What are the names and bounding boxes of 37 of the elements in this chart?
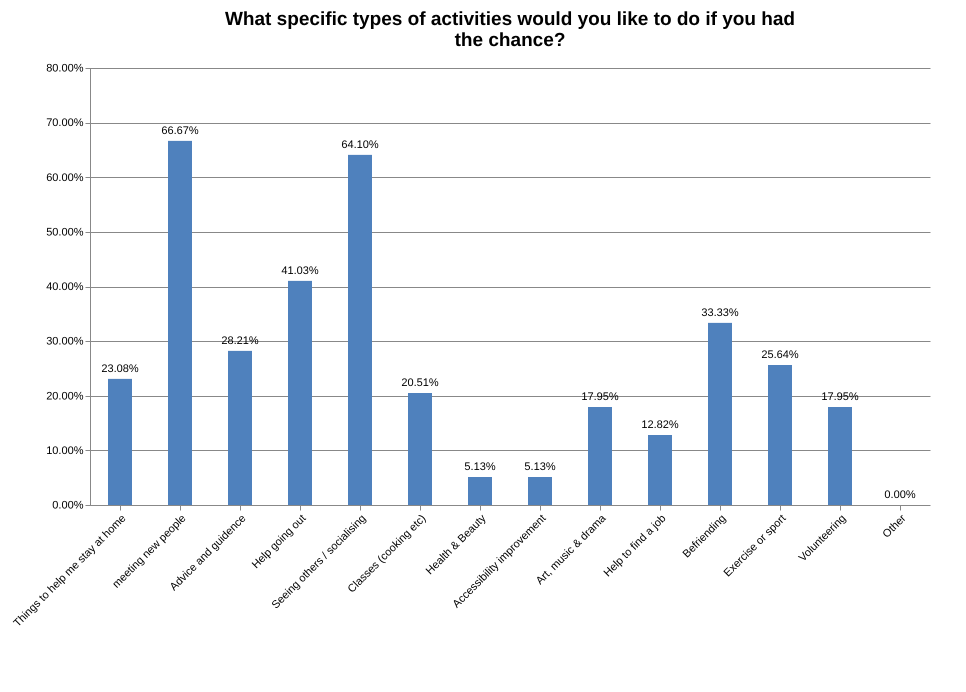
data-label: 17.95% — [821, 390, 859, 403]
y-tick-label: 20.00% — [46, 390, 84, 402]
data-label: 20.51% — [401, 376, 439, 389]
bar — [348, 154, 372, 505]
data-label: 33.33% — [701, 306, 739, 319]
y-tick-label: 50.00% — [46, 226, 84, 238]
data-label: 64.10% — [341, 138, 379, 151]
y-tick-label: 60.00% — [46, 172, 84, 184]
data-label: 41.03% — [281, 264, 319, 277]
data-label: 66.67% — [161, 124, 199, 137]
data-label: 28.21% — [221, 334, 259, 347]
data-label: 12.82% — [641, 418, 679, 431]
bar — [108, 378, 132, 505]
y-tick-label: 30.00% — [46, 336, 84, 348]
y-tick-label: 0.00% — [52, 500, 84, 512]
bar — [288, 280, 312, 505]
bar — [168, 140, 192, 505]
data-label: 23.08% — [101, 362, 139, 375]
bar — [828, 406, 852, 505]
y-tick-label: 10.00% — [46, 444, 84, 457]
data-label: 5.13% — [464, 460, 496, 473]
bar — [228, 350, 252, 505]
bar — [768, 364, 792, 505]
y-tick-label: 40.00% — [46, 281, 84, 293]
bar — [648, 434, 672, 505]
bar — [468, 476, 492, 505]
chart-title: What specific types of activities would you like to do if you had the chance? — [224, 9, 796, 51]
bar — [588, 406, 612, 505]
data-label: 17.95% — [581, 390, 619, 403]
y-tick-label: 70.00% — [46, 117, 84, 130]
data-label: 5.13% — [524, 460, 556, 473]
data-label: 0.00% — [884, 489, 916, 501]
bar — [408, 392, 432, 505]
y-tick-label: 80.00% — [46, 62, 84, 74]
data-label: 25.64% — [761, 348, 799, 361]
bar — [708, 322, 732, 505]
bar — [528, 476, 552, 505]
